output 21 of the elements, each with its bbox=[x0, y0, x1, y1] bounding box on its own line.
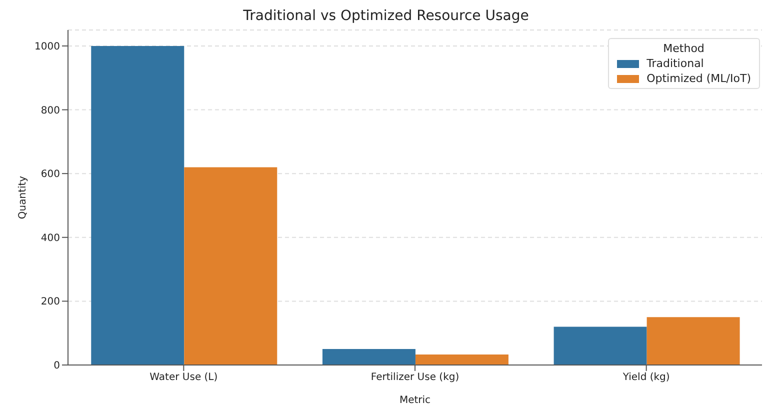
y-tick-label: 800 bbox=[40, 105, 60, 116]
y-tick-label: 600 bbox=[40, 169, 60, 180]
y-axis-title: Quantity bbox=[18, 176, 29, 220]
legend-title: Method bbox=[662, 42, 706, 55]
x-axis-title: Metric bbox=[399, 395, 431, 406]
legend-label: Traditional bbox=[646, 57, 704, 70]
y-tick-label: 400 bbox=[40, 232, 60, 244]
y-tick-label: 200 bbox=[40, 296, 60, 308]
legend-label: Optimized (ML/IoT) bbox=[646, 72, 751, 85]
y-tick-label: 1000 bbox=[34, 42, 60, 52]
bar bbox=[554, 326, 647, 365]
bar bbox=[91, 46, 184, 365]
chart-title: Traditional vs Optimized Resource Usage bbox=[242, 8, 530, 26]
bar bbox=[415, 354, 508, 365]
x-tick-label: Yield (kg) bbox=[622, 372, 670, 384]
bar bbox=[646, 317, 740, 365]
bar bbox=[322, 349, 416, 365]
x-tick-label: Fertilizer Use (kg) bbox=[370, 372, 460, 384]
bar bbox=[184, 167, 278, 365]
x-tick-label: Water Use (L) bbox=[150, 372, 218, 384]
y-tick-label: 0 bbox=[54, 360, 60, 372]
